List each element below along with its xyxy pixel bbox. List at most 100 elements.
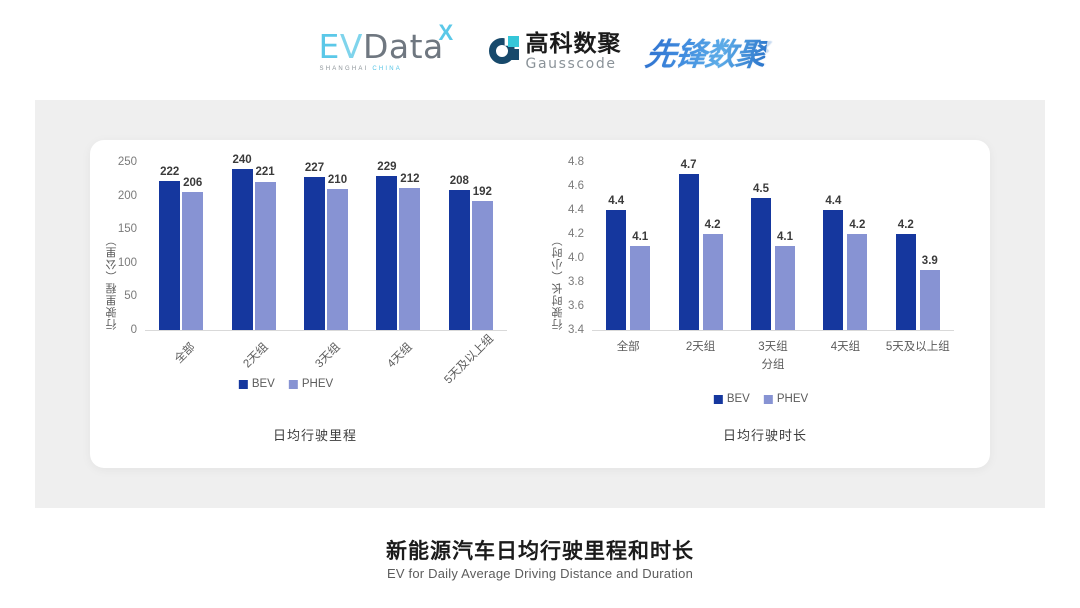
legend-label-bev: BEV: [726, 393, 750, 405]
legend-item-phev: PHEV: [288, 378, 334, 390]
x-axis-label: 4天组: [385, 341, 415, 371]
legend-swatch-phev-icon: [763, 394, 773, 404]
bar-value-label: 192: [472, 185, 492, 198]
page-title-cn: 新能源汽车日均行驶里程和时长: [386, 540, 694, 563]
x-axis-label: 5天及以上组: [442, 332, 496, 387]
bar-phev-1: [702, 234, 723, 330]
y-axis-tick: 250: [117, 156, 137, 168]
bar-value-label: 221: [255, 166, 275, 179]
bar-value-label: 4.7: [680, 159, 697, 171]
x-axis-label: 3天组: [758, 341, 788, 353]
bar-value-label: 4.4: [825, 195, 842, 207]
legend-label-bev: BEV: [251, 378, 275, 390]
gausscode-navy-square-shape: [507, 49, 519, 60]
chart-panel: 行驶里程（公里） 0 50 100 150 200 250 222 206 全部 240 221 2天…: [35, 100, 1045, 508]
gausscode-wordmark: 高科数聚 Gausscode: [525, 29, 622, 72]
chart-distance: 行驶里程（公里） 0 50 100 150 200 250 222 206 全部 240 221 2天…: [90, 140, 540, 468]
bar-value-label: 4.1: [632, 231, 649, 243]
bar-value-label: 4.2: [897, 219, 914, 231]
gausscode-name-en: Gausscode: [525, 55, 617, 72]
bar-bev-3: [376, 176, 398, 330]
chart-duration-plot: 3.4 3.6 3.8 4.0 4.2 4.4 4.6 4.8 4.4 4.1 全部 4.7 4.2 2天…: [568, 156, 954, 371]
bar-value-label: 240: [232, 153, 252, 166]
bar-value-label: 222: [160, 165, 180, 178]
evdata-tagline-country: CHINA: [372, 66, 402, 72]
gausscode-g-icon: [488, 36, 519, 66]
y-axis-tick: 3.4: [568, 324, 584, 336]
y-axis-tick: 3.8: [568, 276, 584, 288]
bar-bev-3: [823, 210, 844, 330]
evdata-letter-e: E: [318, 27, 340, 66]
bar-bev-1: [678, 174, 699, 330]
evdata-letters-data: Data: [362, 27, 444, 66]
evdata-tagline-city: SHANGHAI: [319, 66, 369, 72]
bar-bev-4: [895, 234, 916, 330]
bar-phev-0: [182, 191, 204, 330]
y-axis-tick: 4.0: [568, 252, 584, 264]
evdata-x-icon: X: [438, 20, 454, 45]
bar-phev-0: [630, 246, 651, 330]
legend-item-bev: BEV: [238, 378, 275, 390]
legend-swatch-bev-icon: [713, 394, 723, 404]
evdata-letter-v: V: [339, 27, 363, 66]
bar-bev-1: [231, 168, 253, 330]
page-title-en: EV for Daily Average Driving Distance an…: [386, 566, 694, 581]
gausscode-name-cn: 高科数聚: [525, 29, 622, 56]
bar-value-label: 227: [304, 162, 325, 175]
gausscode-logo: 高科数聚 Gausscode: [488, 28, 622, 74]
bar-phev-3: [399, 187, 421, 330]
y-axis-tick: 200: [117, 189, 137, 202]
chart-duration: 行驶时长（小时） 3.4 3.6 3.8 4.0 4.2 4.4 4.6 4.8 4.4 4.1 全…: [540, 140, 990, 468]
y-axis-tick: 150: [117, 223, 137, 236]
evdata-tagline: SHANGHAI CHINA: [320, 66, 403, 72]
xianfeng-logo: 先锋数聚: [642, 29, 768, 74]
legend-label-phev: PHEV: [301, 378, 334, 390]
x-axis-label: 全部: [173, 341, 198, 366]
legend-label-phev: PHEV: [776, 393, 809, 405]
bar-value-label: 206: [183, 176, 203, 189]
y-axis-tick: 0: [130, 324, 137, 336]
x-axis-label: 全部: [616, 341, 640, 353]
y-axis-tick: 3.6: [568, 300, 584, 312]
legend-item-phev: PHEV: [763, 393, 809, 405]
x-axis-label: 4天组: [830, 341, 861, 353]
y-axis-tick: 100: [117, 256, 137, 269]
bar-phev-2: [327, 188, 348, 330]
bar-value-label: 212: [400, 172, 420, 185]
bar-bev-0: [159, 180, 181, 330]
charts-container: 行驶里程（公里） 0 50 100 150 200 250 222 206 全部 240 221 2天…: [90, 140, 990, 468]
y-axis-tick: 4.8: [568, 156, 584, 168]
bar-value-label: 4.2: [704, 219, 721, 231]
bar-value-label: 210: [327, 173, 348, 186]
bar-bev-0: [606, 210, 627, 330]
evdata-logo: EVData X SHANGHAI CHINA: [315, 22, 465, 76]
chart-duration-legend: BEV PHEV: [713, 393, 816, 405]
bar-phev-4: [471, 200, 493, 330]
chart-card: 行驶里程（公里） 0 50 100 150 200 250 222 206 全部 240 221 2天…: [90, 140, 990, 468]
bar-value-label: 229: [377, 161, 397, 174]
y-axis-tick: 4.6: [568, 180, 584, 192]
bar-value-label: 4.1: [777, 231, 793, 243]
x-axis-title: 分组: [761, 359, 785, 371]
y-axis-tick: 4.4: [568, 204, 584, 216]
bar-bev-4: [448, 190, 470, 330]
y-axis-tick: 4.2: [568, 228, 584, 240]
evdata-wordmark: EVData: [319, 30, 444, 63]
bar-value-label: 3.9: [921, 255, 938, 267]
y-axis-tick: 50: [124, 290, 137, 303]
x-axis-line: [145, 330, 507, 331]
x-axis-label: 5天及以上组: [885, 341, 950, 353]
logo-bar: EVData X SHANGHAI CHINA 高科数聚 Gausscode 先…: [0, 22, 1080, 80]
bar-value-label: 208: [449, 175, 469, 188]
bar-phev-3: [847, 234, 868, 330]
gausscode-cyan-square-shape: [507, 36, 519, 47]
legend-item-bev: BEV: [713, 393, 750, 405]
bar-value-label: 4.4: [608, 195, 625, 207]
chart-distance-plot: 0 50 100 150 200 250 222 206 全部 240 221 2天组 227 210 3天…: [118, 154, 507, 386]
x-axis-label: 2天组: [685, 341, 716, 353]
bar-value-label: 4.5: [753, 183, 769, 195]
bar-phev-4: [919, 270, 940, 330]
legend-swatch-bev-icon: [238, 379, 248, 389]
bar-bev-2: [751, 198, 771, 330]
bar-phev-1: [254, 181, 276, 330]
